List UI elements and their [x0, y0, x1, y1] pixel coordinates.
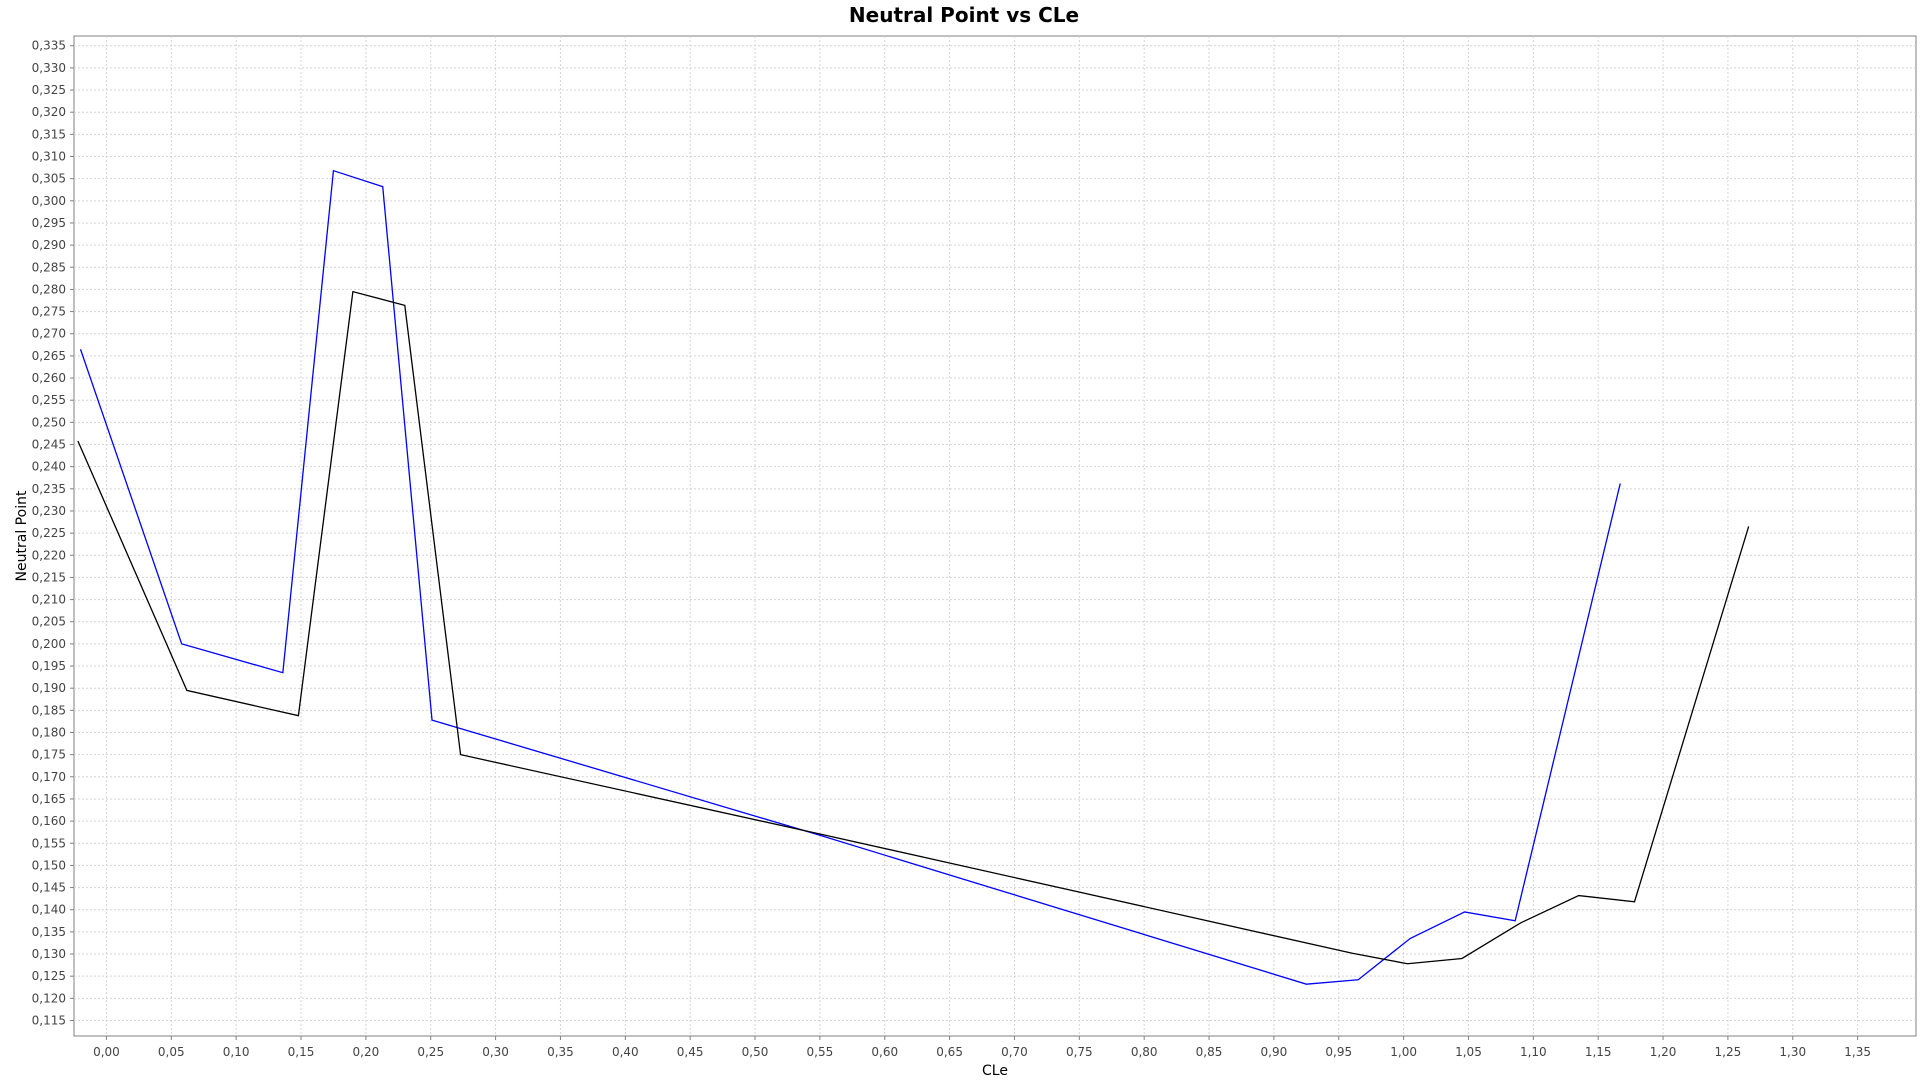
x-tick-label: 0,75 [1066, 1045, 1093, 1059]
x-tick-label: 0,80 [1131, 1045, 1158, 1059]
x-tick-label: 1,35 [1844, 1045, 1871, 1059]
y-tick-label: 0,265 [32, 349, 66, 363]
x-tick-label: 1,10 [1520, 1045, 1547, 1059]
grid [74, 36, 1916, 1036]
x-axis: 0,00 0,05 0,10 0,15 0,20 0,25 0,30 0,35 0,40 0,45… [93, 1036, 1871, 1059]
y-tick-label: 0,165 [32, 792, 66, 806]
y-tick-label: 0,135 [32, 925, 66, 939]
y-tick-label: 0,200 [32, 637, 66, 651]
y-tick-label: 0,175 [32, 748, 66, 762]
y-tick-label: 0,170 [32, 770, 66, 784]
y-tick-label: 0,235 [32, 482, 66, 496]
x-tick-label: 0,45 [677, 1045, 704, 1059]
y-tick-label: 0,295 [32, 216, 66, 230]
y-tick-label: 0,145 [32, 881, 66, 895]
y-tick-label: 0,240 [32, 460, 66, 474]
y-tick-label: 0,210 [32, 593, 66, 607]
x-tick-label: 0,05 [158, 1045, 185, 1059]
y-tick-label: 0,325 [32, 83, 66, 97]
y-tick-label: 0,215 [32, 570, 66, 584]
x-tick-label: 0,70 [1001, 1045, 1028, 1059]
x-tick-label: 0,30 [482, 1045, 509, 1059]
x-tick-label: 0,85 [1196, 1045, 1223, 1059]
y-tick-label: 0,255 [32, 393, 66, 407]
y-tick-label: 0,290 [32, 238, 66, 252]
x-tick-label: 1,25 [1715, 1045, 1742, 1059]
x-tick-label: 0,40 [612, 1045, 639, 1059]
y-tick-label: 0,285 [32, 260, 66, 274]
y-tick-label: 0,190 [32, 681, 66, 695]
y-tick-label: 0,335 [32, 39, 66, 53]
y-tick-label: 0,310 [32, 150, 66, 164]
y-tick-label: 0,160 [32, 814, 66, 828]
x-tick-label: 0,90 [1261, 1045, 1288, 1059]
y-tick-label: 0,305 [32, 172, 66, 186]
series-line-2 [77, 290, 1750, 965]
y-tick-label: 0,115 [32, 1013, 66, 1027]
y-tick-label: 0,220 [32, 548, 66, 562]
x-tick-label: 1,00 [1390, 1045, 1417, 1059]
x-tick-label: 0,00 [93, 1045, 120, 1059]
x-axis-label: CLe [982, 1063, 1008, 1079]
x-tick-label: 0,35 [547, 1045, 574, 1059]
y-tick-label: 0,245 [32, 438, 66, 452]
chart-title: Neutral Point vs CLe [849, 3, 1079, 27]
y-tick-label: 0,130 [32, 947, 66, 961]
x-tick-label: 0,15 [288, 1045, 315, 1059]
y-tick-label: 0,150 [32, 858, 66, 872]
y-tick-label: 0,195 [32, 659, 66, 673]
x-tick-label: 0,20 [353, 1045, 380, 1059]
y-axis-label: Neutral Point [14, 490, 30, 581]
series-layer [77, 169, 1750, 985]
y-tick-label: 0,120 [32, 991, 66, 1005]
x-tick-label: 0,55 [807, 1045, 834, 1059]
x-tick-label: 1,20 [1650, 1045, 1677, 1059]
y-tick-label: 0,230 [32, 504, 66, 518]
y-tick-label: 0,330 [32, 61, 66, 75]
x-tick-label: 0,10 [223, 1045, 250, 1059]
y-tick-label: 0,315 [32, 127, 66, 141]
plot-area [73, 35, 1917, 1037]
y-tick-label: 0,275 [32, 305, 66, 319]
y-tick-label: 0,140 [32, 903, 66, 917]
y-tick-label: 0,205 [32, 615, 66, 629]
series-line-1 [79, 169, 1621, 985]
y-tick-label: 0,250 [32, 415, 66, 429]
y-tick-label: 0,155 [32, 836, 66, 850]
x-tick-label: 0,95 [1325, 1045, 1352, 1059]
y-axis: 0,115 0,120 0,125 0,130 0,135 0,140 0,145 0,150… [32, 39, 74, 1027]
x-tick-label: 0,25 [417, 1045, 444, 1059]
x-tick-label: 0,60 [871, 1045, 898, 1059]
x-tick-label: 0,50 [742, 1045, 769, 1059]
x-tick-label: 0,65 [936, 1045, 963, 1059]
y-tick-label: 0,225 [32, 526, 66, 540]
y-tick-label: 0,180 [32, 725, 66, 739]
y-tick-label: 0,185 [32, 703, 66, 717]
y-tick-label: 0,270 [32, 327, 66, 341]
x-tick-label: 1,15 [1585, 1045, 1612, 1059]
y-tick-label: 0,260 [32, 371, 66, 385]
y-tick-label: 0,300 [32, 194, 66, 208]
y-tick-label: 0,320 [32, 105, 66, 119]
x-tick-label: 1,30 [1779, 1045, 1806, 1059]
y-tick-label: 0,125 [32, 969, 66, 983]
y-tick-label: 0,280 [32, 282, 66, 296]
x-tick-label: 1,05 [1455, 1045, 1482, 1059]
